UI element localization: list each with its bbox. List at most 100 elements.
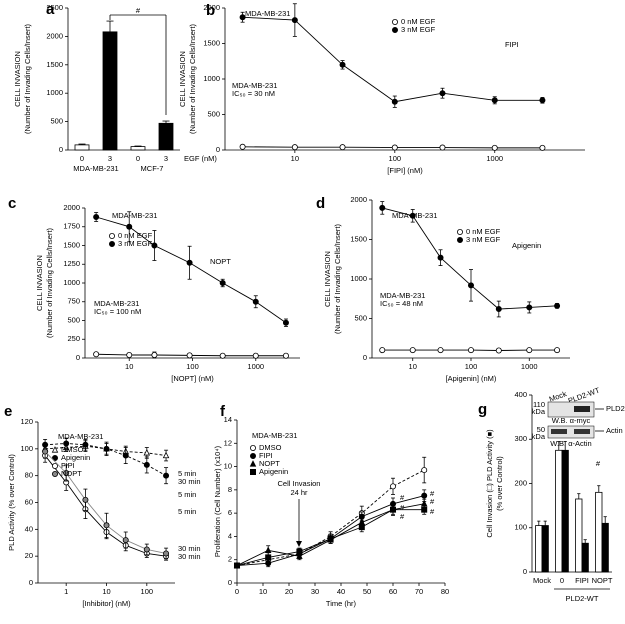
point — [265, 554, 272, 561]
point — [554, 347, 561, 354]
annotation: IC₅₀ = 30 nM — [232, 89, 275, 98]
legend-marker — [52, 462, 59, 469]
bar — [561, 449, 569, 573]
x-tick-label: 3 — [108, 154, 112, 163]
x-tick-label: 20 — [285, 587, 293, 596]
point — [252, 352, 259, 359]
bar — [595, 491, 603, 573]
legend-label: DMSO — [61, 445, 84, 454]
point — [122, 452, 129, 459]
point — [389, 483, 396, 490]
legend-marker — [51, 446, 59, 453]
annotation: # — [430, 489, 435, 498]
legend-label: DMSO — [259, 443, 282, 452]
point — [467, 282, 474, 289]
panel-title: MDA-MB-231 — [58, 432, 103, 441]
blot-band — [551, 429, 567, 434]
point — [264, 546, 272, 553]
legend-label: NOPT — [259, 459, 280, 468]
point — [143, 546, 150, 553]
y-tick-label: 1500 — [46, 60, 63, 69]
annotation: # — [430, 507, 435, 516]
x-axis-label: Time (hr) — [326, 599, 357, 608]
x-tick-label: 10 — [409, 362, 417, 371]
point — [282, 319, 289, 326]
y-tick-label: 80 — [25, 471, 33, 480]
point — [63, 440, 70, 447]
annotation: 30 min — [178, 552, 201, 561]
annotation: IC₅₀ = 48 nM — [380, 299, 423, 308]
bar — [541, 525, 549, 573]
y-tick-label: 1500 — [350, 234, 367, 243]
y-tick-label: 0 — [523, 567, 527, 576]
bar — [102, 31, 118, 151]
y-tick-label: 300 — [514, 434, 527, 443]
point — [126, 223, 133, 230]
legend-label: FIPI — [259, 451, 273, 460]
y-tick-label: 0 — [363, 353, 367, 362]
panel-title: MDA-MB-231 — [112, 211, 157, 220]
legend-marker — [249, 460, 257, 467]
blot-label: W.B. α-Actin — [550, 439, 591, 448]
bar — [575, 498, 583, 573]
x-tick-label: 50 — [363, 587, 371, 596]
y-tick-label: 1000 — [46, 88, 63, 97]
x-tick-label: 100 — [141, 587, 154, 596]
point — [539, 97, 546, 104]
blot — [547, 401, 595, 418]
y-tick-label: 750 — [67, 297, 80, 306]
y-tick-label: 0 — [29, 578, 33, 587]
point — [103, 445, 110, 452]
y-tick-label: 0 — [216, 145, 220, 154]
point — [233, 562, 240, 569]
panel-label: d — [316, 195, 325, 212]
x-tick-label: 10 — [102, 587, 110, 596]
size-label: kDa — [532, 432, 546, 441]
y-tick-label: 2000 — [46, 31, 63, 40]
y-tick-label: 2000 — [203, 3, 220, 12]
x-tick-label: 1000 — [486, 154, 503, 163]
y-tick-label: 2500 — [46, 3, 63, 12]
x-tick-label: 10 — [291, 154, 299, 163]
y-tick-label: 1000 — [63, 278, 80, 287]
legend-marker — [109, 232, 116, 239]
point — [495, 347, 502, 354]
annotation: IC₅₀ = 100 nM — [94, 307, 141, 316]
x-tick-label: 1 — [64, 587, 68, 596]
legend-label: NOPT — [61, 469, 82, 478]
legend-label: 3 nM EGF — [466, 235, 501, 244]
y-axis-label: (Number of Invading Cells/Insert) — [188, 23, 197, 134]
point — [437, 254, 444, 261]
legend-label: FIPI — [61, 461, 75, 470]
point — [93, 351, 100, 358]
point — [143, 448, 151, 456]
band-label: Actin — [606, 426, 623, 435]
annotation: # — [400, 493, 405, 502]
point — [526, 347, 533, 354]
annotation: # — [430, 497, 435, 506]
point — [219, 352, 226, 359]
point — [495, 306, 502, 313]
lane-label: Mock — [548, 389, 568, 404]
y-tick-label: 500 — [354, 313, 367, 322]
point — [491, 97, 498, 104]
point — [103, 522, 110, 529]
annotation: Cell Invasion — [278, 479, 321, 488]
point — [439, 90, 446, 97]
y-tick-label: 1500 — [203, 38, 220, 47]
x-tick-label: 60 — [389, 587, 397, 596]
point — [291, 144, 298, 151]
y-tick-label: 12 — [224, 438, 232, 447]
legend-marker — [249, 444, 256, 451]
y-tick-label: 20 — [25, 551, 33, 560]
point — [252, 298, 259, 305]
point — [409, 212, 416, 219]
point — [391, 144, 398, 151]
annotation: 5 min — [178, 490, 196, 499]
annotation: 30 min — [178, 544, 201, 553]
x-tick-label: 0 — [560, 576, 564, 585]
annotation: 5 min — [178, 507, 196, 516]
point — [282, 352, 289, 359]
y-tick-label: 0 — [228, 578, 232, 587]
